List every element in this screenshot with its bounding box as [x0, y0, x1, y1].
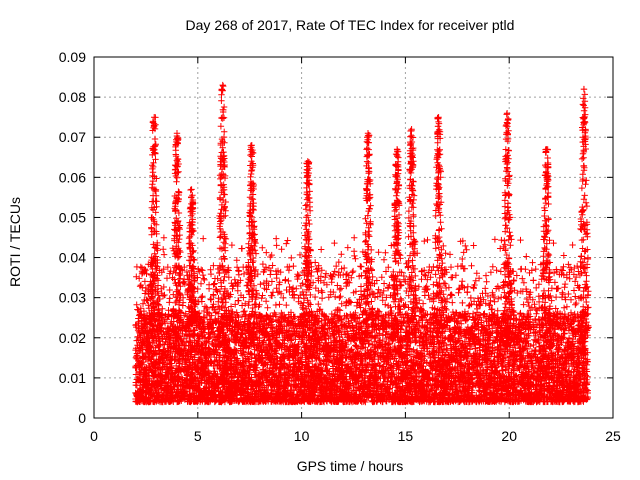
plot-frame	[93, 56, 614, 419]
x-tick-label: 15	[398, 428, 414, 444]
y-tick-label: 0.03	[59, 290, 86, 306]
data-points	[132, 81, 592, 406]
x-tick-label: 20	[501, 428, 517, 444]
axis-ticks	[93, 56, 614, 419]
x-tick-label: 10	[294, 428, 310, 444]
chart-title: Day 268 of 2017, Rate Of TEC Index for r…	[186, 17, 515, 33]
y-tick-label: 0.07	[59, 129, 86, 145]
x-axis-label: GPS time / hours	[297, 458, 404, 474]
y-tick-label: 0	[78, 410, 86, 426]
x-tick-label: 0	[90, 428, 98, 444]
roti-markers	[132, 81, 592, 406]
y-tick-label: 0.08	[59, 89, 86, 105]
x-tick-label: 25	[605, 428, 621, 444]
y-tick-label: 0.05	[59, 209, 86, 225]
y-tick-label: 0.02	[59, 330, 86, 346]
y-tick-label: 0.04	[59, 250, 86, 266]
y-tick-label: 0.06	[59, 169, 86, 185]
y-tick-labels: 0 0.01 0.02 0.03 0.04 0.05 0.06 0.07 0.08 0.09	[59, 49, 86, 426]
x-tick-label: 5	[194, 428, 202, 444]
y-tick-label: 0.01	[59, 370, 86, 386]
y-tick-label: 0.09	[59, 49, 86, 65]
x-tick-labels: 0 5 10 15 20 25	[90, 428, 621, 444]
y-axis-label: ROTI / TECUs	[7, 197, 23, 287]
